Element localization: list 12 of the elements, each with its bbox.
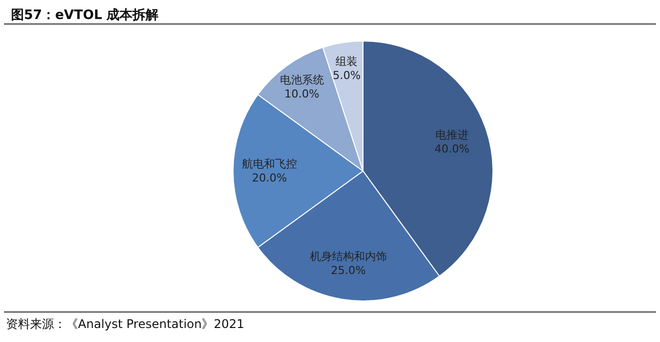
slice-label: 组装	[336, 54, 358, 68]
text: 资料来源：《Analyst Presentation》2021	[6, 317, 244, 331]
data-label: 5.0%	[332, 68, 361, 82]
data-label: 10.0%	[284, 87, 320, 100]
data-label: 25.0%	[330, 264, 366, 277]
slice-label: 电池系统	[280, 73, 324, 86]
text: 图57：eVTOL 成本拆解	[11, 8, 159, 23]
slice-label: 机身结构和内饰	[310, 250, 387, 263]
slice-label: 电推进	[435, 128, 468, 142]
data-label: 40.0%	[434, 142, 470, 156]
data-label: 20.0%	[252, 172, 287, 184]
slice-label: 航电和飞控	[242, 158, 297, 170]
